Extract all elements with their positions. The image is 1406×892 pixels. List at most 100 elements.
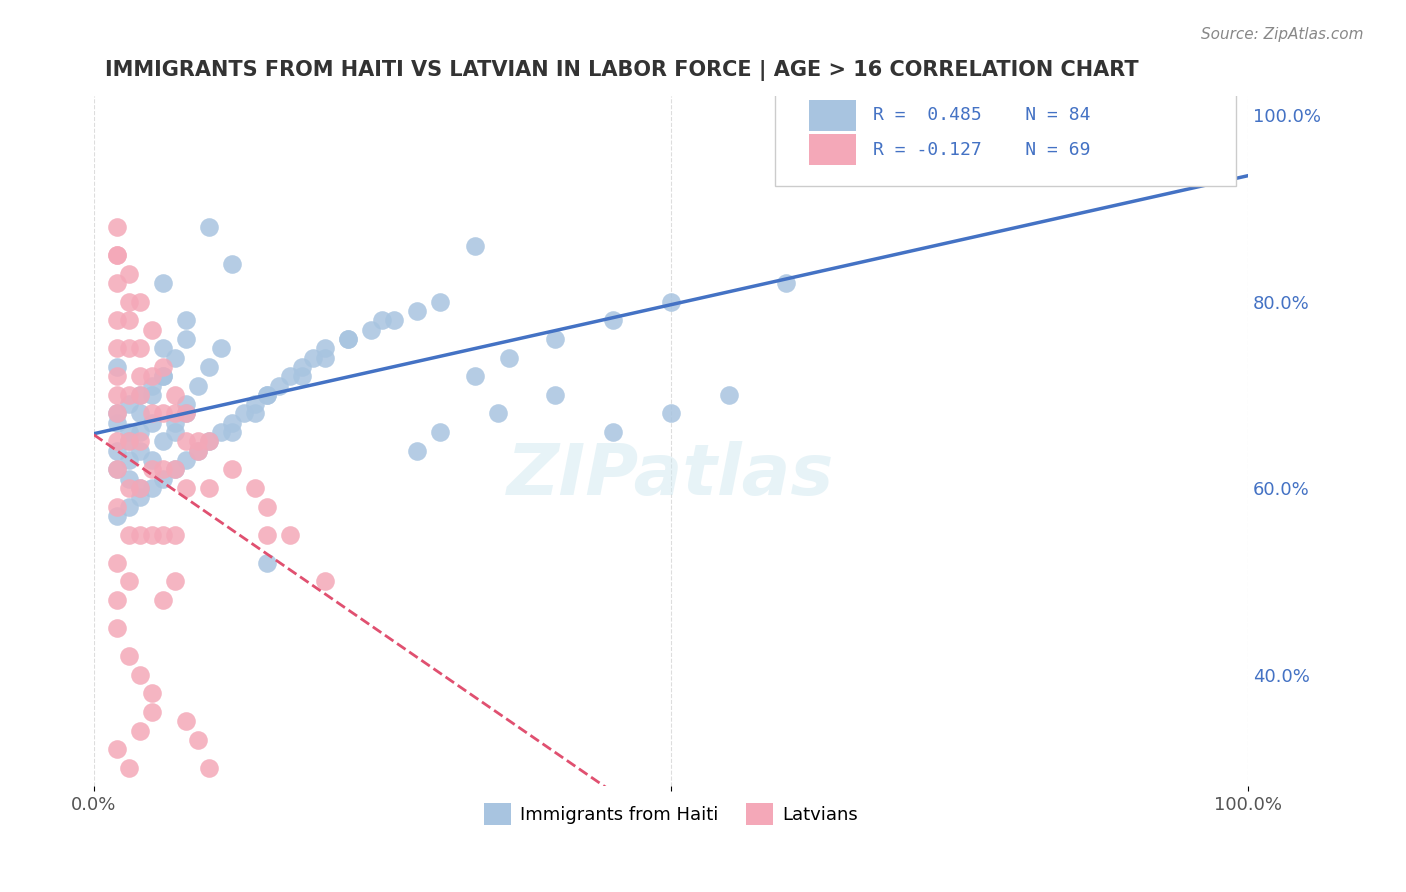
- Point: [1178, 108, 1201, 122]
- Point: [278, 369, 301, 384]
- Point: [152, 369, 174, 384]
- Point: [198, 481, 221, 495]
- Point: [129, 443, 152, 458]
- Point: [429, 294, 451, 309]
- Point: [174, 407, 197, 421]
- Point: [221, 425, 243, 439]
- Point: [117, 472, 139, 486]
- Point: [129, 527, 152, 541]
- Point: [117, 434, 139, 449]
- Point: [129, 388, 152, 402]
- Point: [152, 407, 174, 421]
- Point: [129, 481, 152, 495]
- Point: [498, 351, 520, 365]
- Point: [1178, 117, 1201, 131]
- Point: [256, 388, 278, 402]
- Point: [198, 359, 221, 374]
- Point: [105, 500, 128, 514]
- Point: [174, 313, 197, 327]
- Point: [245, 397, 267, 411]
- Point: [336, 332, 359, 346]
- Point: [141, 686, 163, 700]
- Point: [174, 397, 197, 411]
- Point: [117, 294, 139, 309]
- Point: [105, 742, 128, 756]
- Point: [659, 407, 682, 421]
- Point: [187, 378, 209, 392]
- Point: [406, 443, 429, 458]
- Point: [267, 378, 290, 392]
- Point: [209, 341, 232, 355]
- Point: [256, 556, 278, 570]
- Point: [278, 527, 301, 541]
- Point: [141, 481, 163, 495]
- Point: [105, 248, 128, 262]
- Point: [232, 407, 254, 421]
- Point: [141, 527, 163, 541]
- Point: [105, 462, 128, 476]
- Point: [105, 219, 128, 234]
- Point: [302, 351, 325, 365]
- Point: [105, 248, 128, 262]
- Point: [371, 313, 394, 327]
- Point: [141, 322, 163, 336]
- Point: [105, 462, 128, 476]
- Point: [163, 407, 186, 421]
- Point: [129, 491, 152, 505]
- Point: [152, 434, 174, 449]
- Bar: [810, 100, 855, 131]
- Point: [163, 527, 186, 541]
- Point: [117, 313, 139, 327]
- Point: [256, 527, 278, 541]
- Point: [336, 332, 359, 346]
- Point: [117, 574, 139, 589]
- Point: [314, 341, 336, 355]
- Point: [245, 481, 267, 495]
- Point: [174, 481, 197, 495]
- Point: [117, 648, 139, 663]
- Point: [163, 351, 186, 365]
- Point: [141, 705, 163, 719]
- Point: [544, 388, 567, 402]
- Point: [141, 388, 163, 402]
- Point: [105, 509, 128, 524]
- Point: [163, 574, 186, 589]
- Point: [163, 462, 186, 476]
- Point: [105, 416, 128, 430]
- Point: [105, 407, 128, 421]
- Point: [141, 462, 163, 476]
- Point: [129, 341, 152, 355]
- Text: R = -0.127    N = 69: R = -0.127 N = 69: [873, 141, 1090, 159]
- Point: [141, 378, 163, 392]
- Point: [174, 434, 197, 449]
- Point: [163, 416, 186, 430]
- Point: [117, 527, 139, 541]
- Point: [221, 257, 243, 271]
- Point: [105, 621, 128, 635]
- Point: [198, 434, 221, 449]
- Point: [117, 453, 139, 467]
- Point: [129, 407, 152, 421]
- Point: [105, 556, 128, 570]
- Point: [129, 425, 152, 439]
- Point: [198, 219, 221, 234]
- Point: [105, 359, 128, 374]
- Text: ZIPatlas: ZIPatlas: [508, 442, 835, 510]
- Point: [141, 407, 163, 421]
- Bar: [810, 135, 855, 165]
- Point: [382, 313, 405, 327]
- Point: [117, 425, 139, 439]
- Point: [464, 369, 486, 384]
- Point: [256, 388, 278, 402]
- Point: [129, 388, 152, 402]
- Point: [209, 425, 232, 439]
- Point: [105, 313, 128, 327]
- Point: [187, 443, 209, 458]
- Point: [198, 434, 221, 449]
- Point: [291, 369, 314, 384]
- Point: [152, 593, 174, 607]
- Point: [602, 313, 624, 327]
- Point: [486, 407, 509, 421]
- Point: [152, 369, 174, 384]
- Point: [152, 472, 174, 486]
